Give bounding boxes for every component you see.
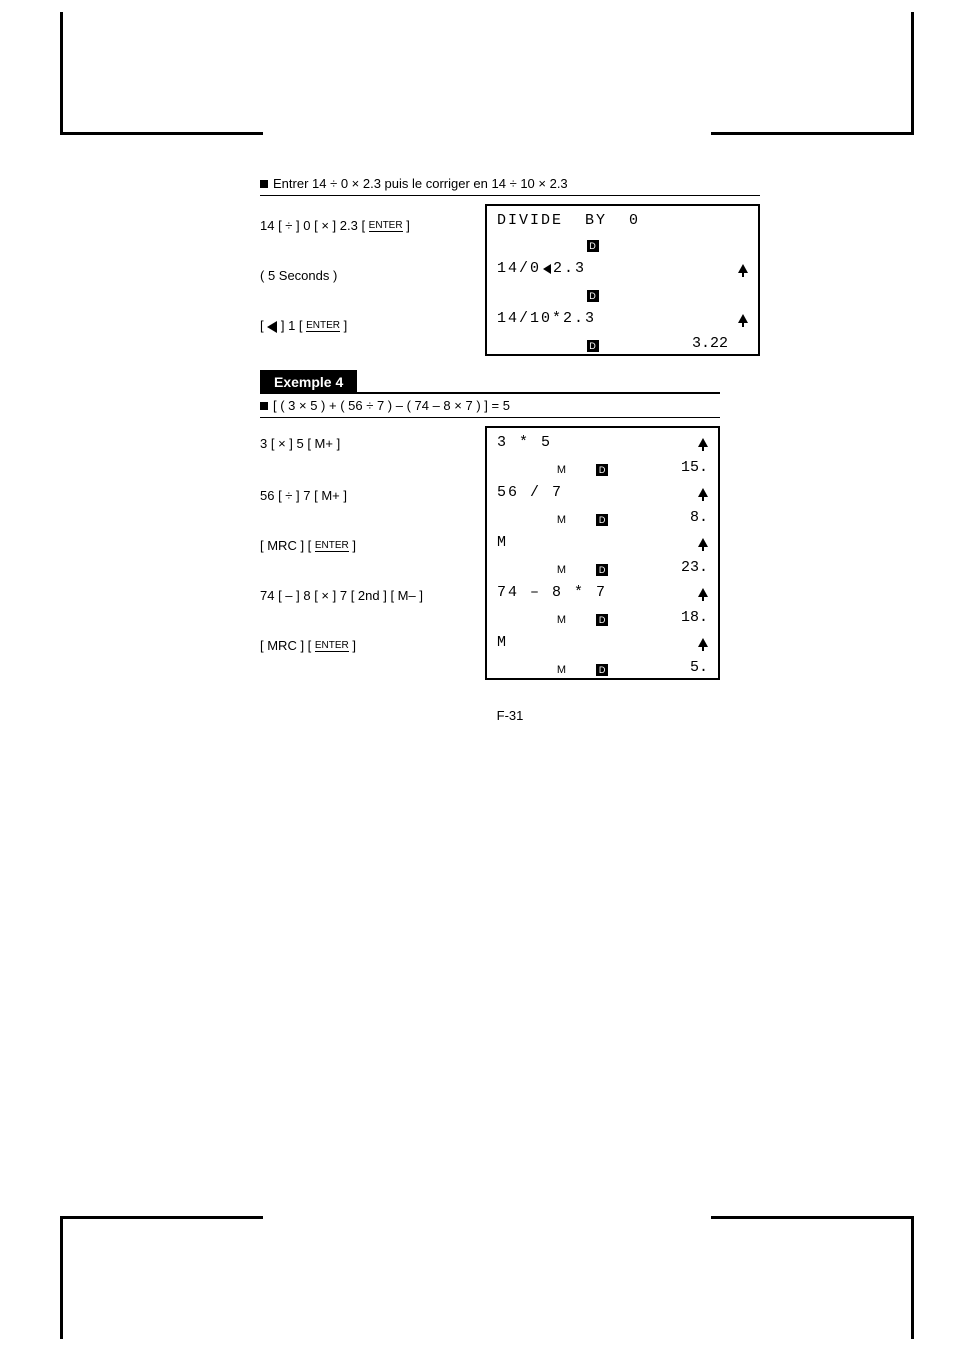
display-b-0: 3 * 5 MD 15. bbox=[485, 426, 720, 478]
enter-label: ENTER bbox=[315, 641, 349, 652]
result: 8. bbox=[648, 509, 708, 526]
d-indicator-icon: D bbox=[596, 464, 608, 476]
display-b-4: M MD 5. bbox=[485, 628, 720, 680]
result: 3.22 bbox=[668, 335, 728, 352]
row-b-4: [ MRC ] [ ENTER ] M MD 5. bbox=[260, 628, 720, 680]
d-indicator-icon: D bbox=[587, 340, 599, 352]
d-indicator-icon: D bbox=[587, 290, 599, 302]
up-arrow-icon bbox=[698, 638, 708, 647]
crop-mark-bl bbox=[60, 1216, 263, 1339]
rule bbox=[260, 195, 760, 196]
enter-label: ENTER bbox=[306, 321, 340, 332]
display-a-0: DIVIDE BY 0 D bbox=[485, 204, 760, 254]
display-line2: D bbox=[497, 288, 748, 302]
example-4-rows: 3 [ × ] 5 [ M+ ] 3 * 5 MD 15. 56 [ ÷ ] 7… bbox=[260, 426, 720, 680]
up-arrow-icon bbox=[738, 314, 748, 323]
result: 18. bbox=[648, 609, 708, 626]
keys-a-2: [ ] 1 [ ENTER ] bbox=[260, 304, 485, 356]
section-b-heading: [ ( 3 × 5 ) + ( 56 ÷ 7 ) – ( 74 – 8 × 7 … bbox=[260, 398, 760, 413]
enter-label: ENTER bbox=[315, 541, 349, 552]
row-a-1: ( 5 Seconds ) 14/0 2.3 D bbox=[260, 254, 760, 304]
d-indicator-icon: D bbox=[587, 240, 599, 252]
result: 23. bbox=[648, 559, 708, 576]
rule bbox=[260, 417, 720, 418]
row-a-0: 14 [ ÷ ] 0 [ × ] 2.3 [ ENTER ] DIVIDE BY… bbox=[260, 204, 760, 254]
display-line1: 14/10*2.3 bbox=[497, 310, 748, 327]
display-line1: 14/0 2.3 bbox=[497, 260, 748, 277]
up-arrow-icon bbox=[698, 588, 708, 597]
up-arrow-icon bbox=[698, 438, 708, 447]
d-indicator-icon: D bbox=[596, 514, 608, 526]
display-a-2: 14/10*2.3 D 3.22 bbox=[485, 304, 760, 356]
row-b-0: 3 [ × ] 5 [ M+ ] 3 * 5 MD 15. bbox=[260, 426, 720, 478]
row-a-2: [ ] 1 [ ENTER ] 14/10*2.3 D 3.22 bbox=[260, 304, 760, 356]
left-arrow-icon bbox=[267, 321, 277, 333]
keys-b-0: 3 [ × ] 5 [ M+ ] bbox=[260, 426, 485, 478]
crop-mark-tl bbox=[60, 12, 263, 135]
display-line2: D bbox=[497, 238, 748, 252]
keys-b-3: 74 [ – ] 8 [ × ] 7 [ 2nd ] [ M– ] bbox=[260, 578, 485, 628]
keys-b-4: [ MRC ] [ ENTER ] bbox=[260, 628, 485, 680]
bullet-icon bbox=[260, 180, 268, 188]
d-indicator-icon: D bbox=[596, 614, 608, 626]
d-indicator-icon: D bbox=[596, 664, 608, 676]
keys-a-1: ( 5 Seconds ) bbox=[260, 254, 485, 304]
d-indicator-icon: D bbox=[596, 564, 608, 576]
page-number: F-31 bbox=[260, 708, 760, 723]
m-flag: M bbox=[557, 514, 566, 526]
enter-label: ENTER bbox=[369, 221, 403, 232]
cursor-icon bbox=[543, 264, 551, 274]
display-line1: DIVIDE BY 0 bbox=[497, 212, 748, 229]
m-flag: M bbox=[557, 564, 566, 576]
indicator-wrap: D bbox=[517, 238, 668, 252]
result: 15. bbox=[648, 459, 708, 476]
row-b-3: 74 [ – ] 8 [ × ] 7 [ 2nd ] [ M– ] 74 – 8… bbox=[260, 578, 720, 628]
keys-b-1: 56 [ ÷ ] 7 [ M+ ] bbox=[260, 478, 485, 528]
display-a-1: 14/0 2.3 D bbox=[485, 254, 760, 304]
bullet-icon bbox=[260, 402, 268, 410]
display-b-1: 56 / 7 MD 8. bbox=[485, 478, 720, 528]
result: 5. bbox=[648, 659, 708, 676]
keys-b-2: [ MRC ] [ ENTER ] bbox=[260, 528, 485, 578]
row-b-2: [ MRC ] [ ENTER ] M MD 23. bbox=[260, 528, 720, 578]
up-arrow-icon bbox=[698, 538, 708, 547]
section-a-heading: Entrer 14 ÷ 0 × 2.3 puis le corriger en … bbox=[260, 176, 760, 191]
display-b-3: 74 – 8 * 7 MD 18. bbox=[485, 578, 720, 628]
crop-mark-tr bbox=[711, 12, 914, 135]
display-line2: D 3.22 bbox=[497, 335, 748, 352]
row-b-1: 56 [ ÷ ] 7 [ M+ ] 56 / 7 MD 8. bbox=[260, 478, 720, 528]
m-flag: M bbox=[557, 464, 566, 476]
keys-a-0: 14 [ ÷ ] 0 [ × ] 2.3 [ ENTER ] bbox=[260, 204, 485, 254]
display-b-2: M MD 23. bbox=[485, 528, 720, 578]
page-content: Entrer 14 ÷ 0 × 2.3 puis le corriger en … bbox=[260, 170, 760, 723]
m-flag: M bbox=[557, 664, 566, 676]
section-a-text: Entrer 14 ÷ 0 × 2.3 puis le corriger en … bbox=[273, 176, 568, 191]
up-arrow-icon bbox=[698, 488, 708, 497]
example-4-tab: Exemple 4 bbox=[260, 370, 357, 394]
m-flag: M bbox=[557, 614, 566, 626]
section-b-text: [ ( 3 × 5 ) + ( 56 ÷ 7 ) – ( 74 – 8 × 7 … bbox=[273, 398, 510, 413]
crop-mark-br bbox=[711, 1216, 914, 1339]
up-arrow-icon bbox=[738, 264, 748, 273]
